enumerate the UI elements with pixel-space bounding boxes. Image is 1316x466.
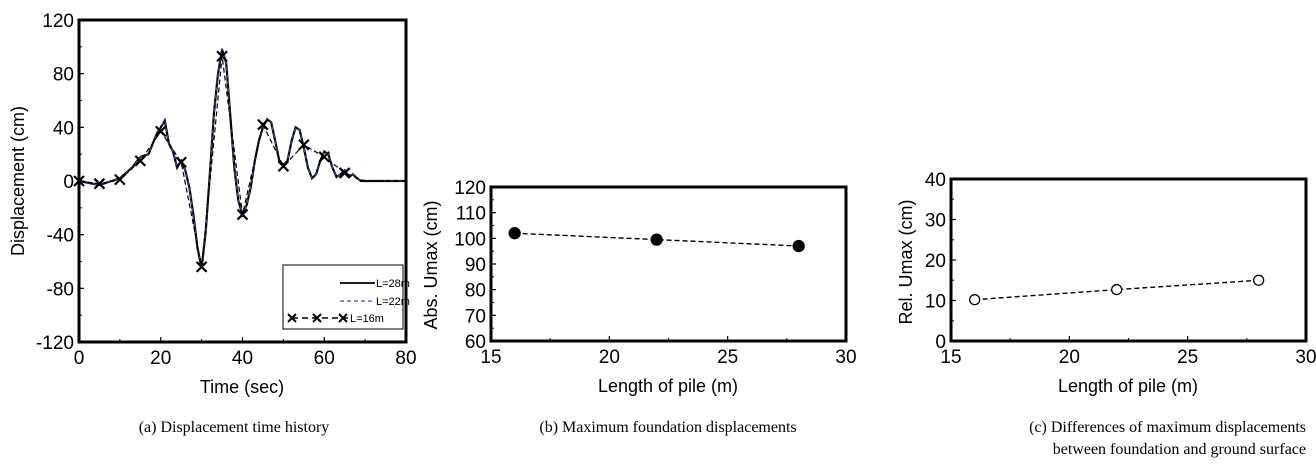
series-line-l16	[78, 56, 406, 268]
ticks-c: 15 20 25 30 0 10 20 30 40	[925, 170, 1316, 368]
cross-marker-l16	[236, 208, 249, 221]
y-tick-label: 40	[53, 118, 74, 139]
y-axis-label-b: Abs. Umax (cm)	[421, 200, 441, 329]
data-point	[1253, 274, 1265, 286]
panel-abs-umax: 15 20 25 30 60 70 80 90 100 110 120 Length of pile…	[421, 178, 857, 396]
data-point	[650, 233, 663, 246]
x-axis-label-c: Length of pile (m)	[1058, 376, 1198, 396]
series-line-l28	[78, 49, 406, 269]
series-line-l22	[78, 48, 406, 269]
data-point	[969, 294, 981, 306]
x-tick-label: 15	[940, 347, 961, 368]
y-tick-label: -40	[47, 226, 74, 247]
cross-marker-l16	[154, 125, 167, 138]
data-point	[508, 227, 521, 240]
caption-b: (b) Maximum foundation displacements	[539, 419, 797, 436]
y-tick-label: 30	[925, 211, 946, 232]
cross-marker-l16	[195, 261, 208, 273]
cross-marker-l16	[257, 118, 269, 131]
y-tick-label: 90	[465, 255, 486, 276]
y-tick-label: 10	[925, 292, 946, 313]
y-tick-label: 100	[454, 229, 486, 250]
y-tick-label: -120	[36, 333, 74, 354]
plot-area-b	[508, 227, 805, 253]
x-tick-label: 25	[717, 347, 738, 368]
x-tick-label: 30	[1295, 347, 1316, 368]
panel-displacement-history: 0 20 40 60 80 -120 -80 -40 0 40 80 120 Time (sec) D…	[8, 11, 417, 397]
legend-label-l16: L=16m	[350, 313, 384, 325]
legend-label-l22: L=22m	[376, 296, 410, 308]
caption-a: (a) Displacement time history	[138, 419, 330, 436]
caption-c-line2: between foundation and ground surface	[1052, 441, 1306, 458]
x-axis-label-b: Length of pile (m)	[598, 376, 738, 396]
ticks-b: 15 20 25 30 60 70 80 90 100 110 120	[454, 178, 856, 368]
y-tick-label: 80	[465, 281, 486, 302]
y-tick-label: 110	[456, 204, 486, 225]
cross-marker-l16	[216, 50, 228, 63]
x-tick-label: 25	[1177, 347, 1198, 368]
y-tick-label: -80	[47, 279, 74, 300]
x-tick-label: 80	[395, 348, 416, 369]
x-tick-label: 20	[1059, 347, 1080, 368]
caption-c-line1: (c) Differences of maximum displacements	[1029, 419, 1306, 436]
trend-line	[514, 232, 799, 247]
y-axis-label-c: Rel. Umax (cm)	[896, 200, 916, 325]
data-point	[1111, 283, 1123, 296]
x-axis-label-a: Time (sec)	[200, 377, 284, 397]
cross-marker-l16	[277, 160, 290, 173]
x-tick-label: 20	[150, 348, 171, 369]
x-tick-label: 20	[599, 347, 620, 368]
y-tick-label: 0	[63, 172, 74, 193]
frame-b	[489, 185, 848, 343]
data-point	[792, 239, 805, 253]
panel-rel-umax: 15 20 25 30 0 10 20 30 40 Length of pile (m) Rel…	[896, 170, 1316, 396]
cross-marker-l16	[114, 173, 126, 186]
y-tick-label: 120	[454, 178, 486, 199]
cross-marker-l16	[93, 177, 106, 190]
legend-cross-markers	[287, 313, 348, 323]
cross-marker-l16	[134, 155, 147, 167]
cross-marker-l16	[338, 167, 351, 179]
cross-marker-l16	[298, 138, 310, 151]
legend-label-l28: L=28m	[376, 278, 410, 290]
y-tick-label: 60	[465, 332, 486, 353]
ticks-a: 0 20 40 60 80 -120 -80 -40 0 40 80 120	[36, 11, 417, 369]
x-tick-label: 40	[232, 348, 253, 369]
x-tick-label: 30	[835, 347, 856, 368]
legend-a: L=28m L=22m L=16m	[282, 264, 410, 330]
cross-marker-l16	[175, 156, 187, 168]
y-tick-label: 120	[42, 11, 74, 32]
y-tick-label: 70	[465, 306, 486, 327]
plot-area-c	[969, 274, 1265, 306]
frame-c	[949, 177, 1308, 343]
y-tick-label: 20	[925, 251, 946, 272]
y-tick-label: 80	[53, 65, 74, 86]
x-tick-label: 15	[480, 347, 501, 368]
y-tick-label: 40	[925, 170, 946, 191]
y-axis-label-a: Displacement (cm)	[8, 106, 28, 256]
x-tick-label: 60	[314, 348, 335, 369]
x-tick-label: 0	[74, 348, 85, 369]
cross-marker-l16	[318, 151, 331, 163]
plot-area-a	[73, 48, 406, 273]
y-tick-label: 0	[935, 332, 946, 353]
